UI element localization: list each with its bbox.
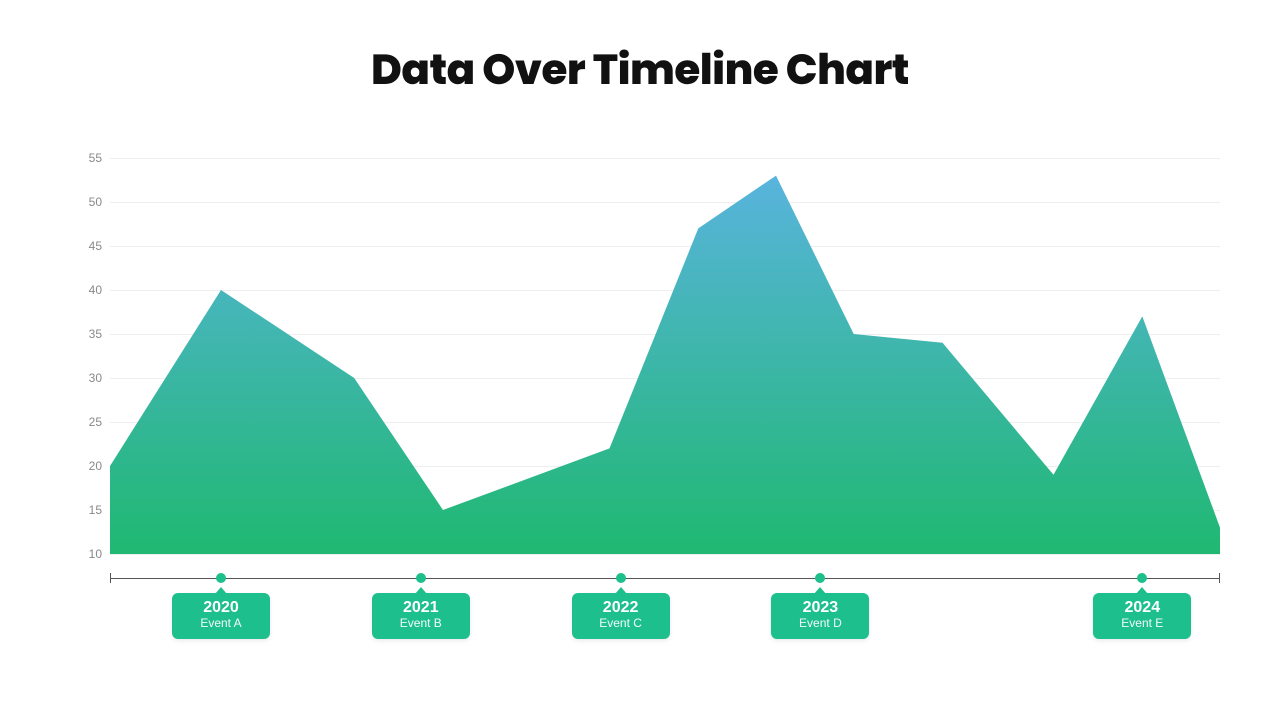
timeline-label: 2021Event B xyxy=(372,593,470,639)
y-tick-label: 30 xyxy=(89,371,102,385)
timeline-label: 2022Event C xyxy=(572,593,670,639)
page: Data Over Timeline Chart 101520253035404… xyxy=(0,0,1280,720)
y-tick-label: 20 xyxy=(89,459,102,473)
y-tick-label: 25 xyxy=(89,415,102,429)
timeline-label: 2024Event E xyxy=(1093,593,1191,639)
y-tick-label: 50 xyxy=(89,195,102,209)
y-tick-label: 55 xyxy=(89,151,102,165)
timeline-year: 2023 xyxy=(785,599,855,617)
timeline-event-name: Event A xyxy=(186,617,256,630)
timeline-year: 2022 xyxy=(586,599,656,617)
y-tick-label: 40 xyxy=(89,283,102,297)
timeline-event-name: Event C xyxy=(586,617,656,630)
timeline-axis xyxy=(110,578,1220,579)
timeline-dot xyxy=(416,573,426,583)
timeline-year: 2021 xyxy=(386,599,456,617)
timeline-event-name: Event B xyxy=(386,617,456,630)
timeline-cap-right xyxy=(1219,573,1220,583)
y-axis: 10152025303540455055 xyxy=(70,158,110,554)
timeline-year: 2024 xyxy=(1107,599,1177,617)
timeline: 2020Event A2021Event B2022Event C2023Eve… xyxy=(110,578,1220,658)
timeline-event-name: Event E xyxy=(1107,617,1177,630)
y-tick-label: 45 xyxy=(89,239,102,253)
timeline-label: 2023Event D xyxy=(771,593,869,639)
timeline-dot xyxy=(216,573,226,583)
timeline-label: 2020Event A xyxy=(172,593,270,639)
timeline-event-name: Event D xyxy=(785,617,855,630)
chart-area: 10152025303540455055 xyxy=(110,158,1220,554)
timeline-dot xyxy=(616,573,626,583)
grid-line xyxy=(110,554,1220,555)
timeline-year: 2020 xyxy=(186,599,256,617)
y-tick-label: 35 xyxy=(89,327,102,341)
y-tick-label: 10 xyxy=(89,547,102,561)
area-plot xyxy=(110,158,1220,554)
area-series xyxy=(110,176,1220,554)
timeline-dot xyxy=(815,573,825,583)
chart-title: Data Over Timeline Chart xyxy=(0,38,1280,101)
timeline-cap-left xyxy=(110,573,111,583)
y-tick-label: 15 xyxy=(89,503,102,517)
timeline-dot xyxy=(1137,573,1147,583)
